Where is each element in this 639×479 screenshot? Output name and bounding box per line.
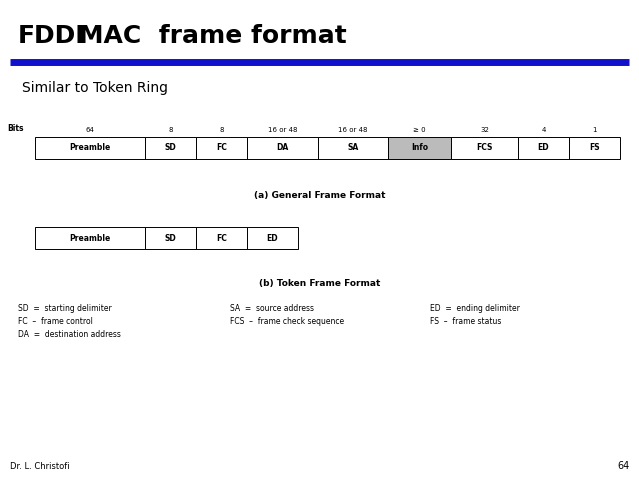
Text: 8: 8 bbox=[168, 127, 173, 133]
Text: FS  –  frame status: FS – frame status bbox=[430, 317, 502, 326]
Text: 32: 32 bbox=[480, 127, 489, 133]
Bar bbox=[35, 137, 145, 159]
Text: ≥ 0: ≥ 0 bbox=[413, 127, 426, 133]
Bar bbox=[145, 137, 196, 159]
Bar bbox=[196, 137, 247, 159]
Text: SA  =  source address: SA = source address bbox=[230, 304, 314, 313]
Bar bbox=[247, 227, 298, 249]
Bar bbox=[318, 137, 389, 159]
Text: 16 or 48: 16 or 48 bbox=[338, 127, 368, 133]
Text: SD: SD bbox=[165, 144, 176, 152]
Text: 16 or 48: 16 or 48 bbox=[268, 127, 297, 133]
Text: ED  =  ending delimiter: ED = ending delimiter bbox=[430, 304, 520, 313]
Text: 64: 64 bbox=[618, 461, 630, 471]
Text: 4: 4 bbox=[541, 127, 546, 133]
Bar bbox=[451, 137, 518, 159]
Text: DA: DA bbox=[276, 144, 288, 152]
Bar bbox=[196, 227, 247, 249]
Text: (b) Token Frame Format: (b) Token Frame Format bbox=[259, 279, 381, 288]
Text: Preamble: Preamble bbox=[70, 233, 111, 242]
Bar bbox=[35, 227, 145, 249]
Bar bbox=[569, 137, 620, 159]
Bar bbox=[145, 227, 196, 249]
Text: 8: 8 bbox=[219, 127, 224, 133]
Text: FDDI: FDDI bbox=[18, 24, 86, 48]
Text: Dr. L. Christofi: Dr. L. Christofi bbox=[10, 462, 70, 471]
Text: SA: SA bbox=[348, 144, 358, 152]
Text: SD: SD bbox=[165, 233, 176, 242]
Text: DA  =  destination address: DA = destination address bbox=[18, 330, 121, 339]
Text: FC: FC bbox=[216, 233, 227, 242]
Text: Info: Info bbox=[412, 144, 428, 152]
Text: FS: FS bbox=[589, 144, 600, 152]
Text: FCS: FCS bbox=[476, 144, 493, 152]
Text: MAC  frame format: MAC frame format bbox=[70, 24, 347, 48]
Text: Bits: Bits bbox=[7, 124, 24, 133]
Text: FC: FC bbox=[216, 144, 227, 152]
Text: 1: 1 bbox=[592, 127, 597, 133]
Bar bbox=[518, 137, 569, 159]
Text: FCS  –  frame check sequence: FCS – frame check sequence bbox=[230, 317, 344, 326]
Text: ED: ED bbox=[266, 233, 279, 242]
Text: ED: ED bbox=[537, 144, 550, 152]
Text: Similar to Token Ring: Similar to Token Ring bbox=[22, 81, 168, 95]
Text: SD  =  starting delimiter: SD = starting delimiter bbox=[18, 304, 112, 313]
Bar bbox=[247, 137, 318, 159]
Text: FC  –  frame control: FC – frame control bbox=[18, 317, 93, 326]
Text: Preamble: Preamble bbox=[70, 144, 111, 152]
Text: 64: 64 bbox=[86, 127, 95, 133]
Text: (a) General Frame Format: (a) General Frame Format bbox=[254, 191, 386, 200]
Bar bbox=[389, 137, 451, 159]
